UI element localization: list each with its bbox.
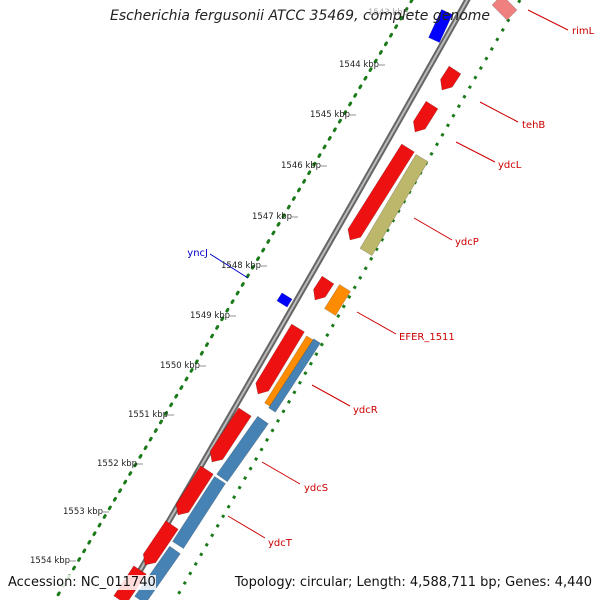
tick-label: 1543 kbp [368,8,408,18]
tick-label: 1546 kbp [281,161,321,171]
gene-label-rimL: rimL [572,26,595,37]
gene-ydcR-blue [268,338,321,413]
tick-label: 1544 kbp [339,60,379,70]
gene-ydcP [359,154,429,256]
leader-line-ydcS [261,461,301,485]
gene-blue-top [428,9,453,43]
leader-line-ydcR [311,384,351,407]
map-title: Escherichia fergusonii ATCC 35469, compl… [109,8,491,24]
tick-label: 1547 kbp [252,212,292,222]
kbp-ticks: 1543 kbp 1544 kbp 1545 kbp 1546 kbp 1547 kbp… [30,8,414,566]
gene-label-ydcT: ydcT [268,538,293,549]
gene-tehB [413,100,439,133]
gene-ydcL-red [347,143,415,241]
gene-label-ydcP: ydcP [455,237,479,248]
tick-label: 1548 kbp [221,261,261,271]
leader-line-rimL [527,9,569,31]
leader-line-tehB [479,101,519,123]
gc-dotted-tracks [53,0,522,600]
gene-ydcT-blue [172,476,226,549]
leader-line-yncJ [209,253,249,279]
gene-ydcS-blue [216,415,269,483]
tick-label: 1552 kbp [97,459,137,469]
gene-ydcS-red [209,407,252,463]
outer-dotted-track [53,0,414,600]
leader-line-ydcP [413,217,453,241]
gene-labels: rimL tehB ydcL ydcP yncJ EFER_1511 ydcR ydcS ydc… [187,9,595,549]
gene-rimL [491,0,518,21]
topology-text: Topology: circular; Length: 4,588,711 bp… [234,575,592,590]
gene-label-EFER_1511: EFER_1511 [399,332,455,343]
gene-label-ydcL: ydcL [498,160,522,171]
gene-red-2 [313,275,335,301]
gene-yncJ [276,292,293,308]
accession-text: Accession: NC_011740 [8,575,156,590]
gene-label-ydcS: ydcS [304,483,328,494]
tick-label: 1545 kbp [310,110,350,120]
tick-label: 1553 kbp [63,507,103,517]
gene-features [113,0,518,600]
inner-dotted-track [173,0,522,600]
leader-line-ydcT [227,515,266,539]
gene-label-tehB: tehB [522,120,545,131]
tick-label: 1549 kbp [190,311,230,321]
tick-label: 1551 kbp [128,410,168,420]
gene-red-3 [142,520,179,566]
gene-ydcT-red [175,465,214,516]
gene-red-1 [440,65,462,91]
gene-label-yncJ: yncJ [187,248,208,259]
gene-label-ydcR: ydcR [353,405,378,416]
tick-label: 1550 kbp [160,361,200,371]
genome-backbone [119,0,471,600]
leader-line-EFER_1511 [356,311,397,335]
leader-line-ydcL [455,141,496,163]
gene-EFER_1511 [324,284,351,316]
backbone-highlight [121,0,469,600]
gene-ydcR-red [255,323,305,395]
tick-label: 1554 kbp [30,556,70,566]
